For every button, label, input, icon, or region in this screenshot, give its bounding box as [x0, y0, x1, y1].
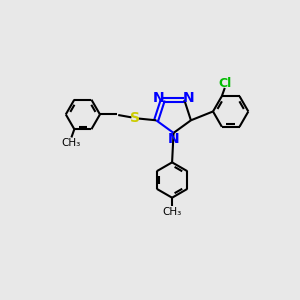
- Text: CH₃: CH₃: [61, 138, 80, 148]
- Text: CH₃: CH₃: [163, 207, 182, 217]
- Text: S: S: [130, 111, 140, 125]
- Text: N: N: [183, 91, 194, 104]
- Text: N: N: [153, 91, 164, 104]
- Text: Cl: Cl: [219, 77, 232, 90]
- Text: N: N: [168, 132, 179, 146]
